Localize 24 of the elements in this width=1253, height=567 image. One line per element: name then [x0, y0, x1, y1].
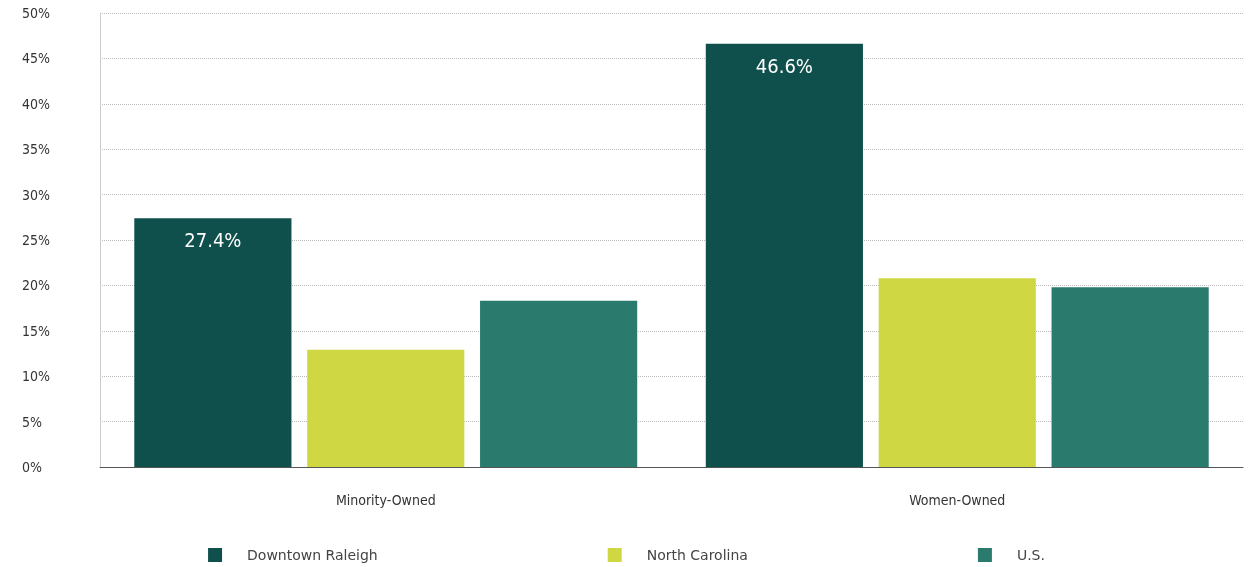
- bar: [705, 43, 863, 467]
- y-tick-label: 5%: [22, 413, 43, 430]
- y-tick-label: 50%: [22, 5, 51, 21]
- x-tick-label: Women-Owned: [909, 492, 1006, 508]
- legend-label: U.S.: [1016, 547, 1045, 563]
- y-tick-label: 15%: [22, 322, 51, 339]
- bar: [134, 218, 292, 467]
- y-tick-label: 45%: [22, 50, 51, 67]
- data-label: 27.4%: [184, 228, 242, 253]
- bar: [1051, 287, 1209, 467]
- y-tick-label: 35%: [22, 141, 51, 158]
- bar: [878, 278, 1036, 467]
- bar: [480, 300, 638, 467]
- legend-label: Downtown Raleigh: [247, 547, 378, 563]
- bar: [307, 349, 465, 467]
- data-label: 46.6%: [755, 53, 813, 78]
- y-tick-label: 0%: [22, 459, 43, 475]
- y-tick-label: 20%: [22, 277, 51, 294]
- y-tick-label: 30%: [22, 186, 51, 203]
- legend-label: North Carolina: [646, 547, 748, 563]
- y-tick-label: 10%: [22, 368, 51, 385]
- y-tick-label: 25%: [22, 232, 51, 248]
- y-tick-label: 40%: [22, 95, 51, 112]
- x-tick-label: Minority-Owned: [335, 492, 436, 508]
